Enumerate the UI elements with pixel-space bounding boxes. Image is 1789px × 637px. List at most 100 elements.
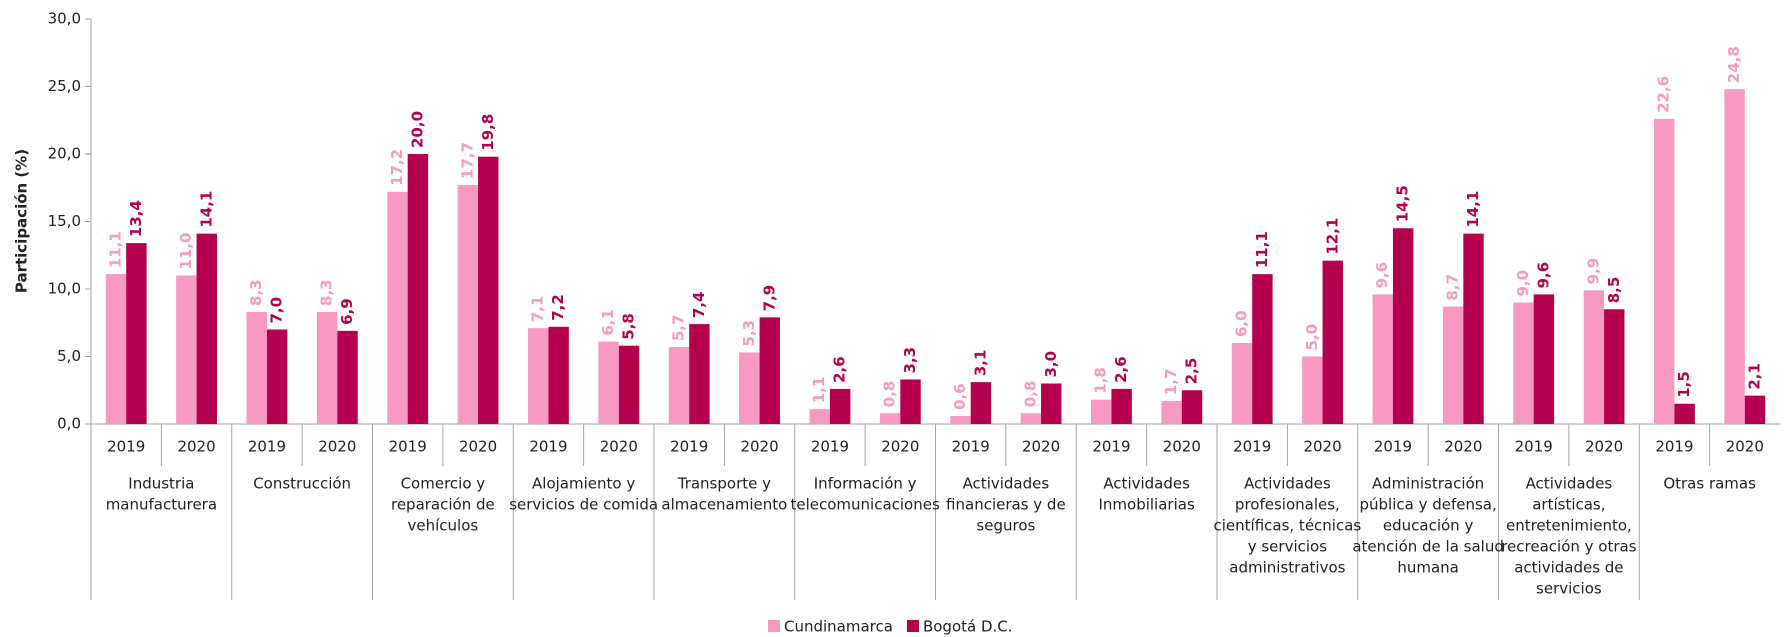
bar	[1654, 118, 1675, 425]
value-label: 7,0	[268, 297, 286, 324]
bar	[900, 379, 921, 424]
x-tick-label: 2019	[1374, 438, 1412, 456]
group-label: humana	[1397, 559, 1459, 577]
bar	[1020, 413, 1042, 424]
x-tick-label: 2019	[1233, 438, 1271, 456]
value-label: 5,3	[740, 320, 758, 347]
value-label: 19,8	[479, 114, 497, 151]
bar	[246, 311, 267, 424]
bar	[316, 311, 338, 424]
group-label: reparación de	[391, 496, 495, 514]
group-label: Alojamiento y	[532, 475, 635, 493]
group-label: atención de la salud	[1352, 538, 1504, 556]
x-tick-label: 2020	[1585, 438, 1623, 456]
x-tick-label: 2019	[1515, 438, 1553, 456]
x-tick-label: 2020	[1726, 438, 1764, 456]
value-label: 2,5	[1183, 358, 1201, 385]
group-label: actividades de	[1514, 559, 1623, 577]
bar	[1091, 399, 1112, 424]
x-tick-label: 2019	[1655, 438, 1693, 456]
bar	[478, 156, 499, 424]
group-label: servicios	[1536, 580, 1602, 598]
value-label: 14,1	[197, 191, 215, 228]
x-tick-label: 2019	[1092, 438, 1130, 456]
value-label: 9,6	[1534, 262, 1552, 289]
value-label: 13,4	[127, 200, 145, 237]
value-label: 6,1	[599, 309, 617, 336]
group-label: Información y	[814, 475, 917, 493]
bar	[1161, 401, 1182, 424]
group-label: educación y	[1383, 517, 1474, 535]
value-label: 5,0	[1303, 324, 1321, 351]
value-label: 11,1	[106, 231, 124, 268]
value-label: 14,5	[1394, 185, 1412, 222]
x-tick-label: 2019	[952, 438, 990, 456]
value-label: 12,1	[1323, 218, 1341, 255]
y-tick-label: 5,0	[57, 347, 81, 365]
group-label: artísticas,	[1532, 496, 1605, 514]
bar	[879, 413, 901, 424]
y-tick-label: 15,0	[48, 212, 81, 230]
bar	[1041, 383, 1062, 424]
group-label: vehículos	[408, 517, 479, 535]
x-tick-label: 2020	[600, 438, 638, 456]
value-label: 5,8	[620, 313, 638, 340]
bar	[266, 329, 288, 424]
value-label: 1,7	[1162, 368, 1180, 395]
value-label: 7,2	[549, 294, 567, 321]
bar	[950, 415, 971, 424]
value-label: 7,1	[529, 296, 547, 323]
value-label: 9,9	[1584, 258, 1602, 285]
group-label: recreación y otras	[1501, 538, 1637, 556]
group-label: Actividades	[1103, 475, 1190, 493]
group-label: Inmobiliarias	[1098, 496, 1194, 514]
y-tick-label: 20,0	[48, 145, 81, 163]
x-tick-label: 2019	[811, 438, 849, 456]
value-label: 11,0	[177, 232, 195, 269]
bar	[387, 191, 408, 424]
value-label: 20,0	[408, 111, 426, 148]
group-label: almacenamiento	[661, 496, 787, 514]
value-label: 1,5	[1675, 371, 1693, 398]
bar	[105, 274, 127, 424]
bar	[1322, 260, 1343, 424]
value-label: 24,8	[1725, 46, 1743, 83]
bar	[970, 382, 992, 424]
x-tick-label: 2019	[670, 438, 708, 456]
bar	[1392, 228, 1414, 424]
value-label: 17,7	[458, 142, 476, 179]
legend-label: Bogotá D.C.	[923, 618, 1013, 636]
value-label: 7,9	[760, 285, 778, 312]
value-label: 9,6	[1373, 262, 1391, 289]
bar	[1744, 395, 1766, 424]
value-label: 22,6	[1655, 76, 1673, 113]
x-tick-label: 2020	[1022, 438, 1060, 456]
x-tick-label: 2019	[107, 438, 145, 456]
value-label: 3,1	[971, 350, 989, 377]
value-label: 0,6	[951, 383, 969, 410]
bar	[1463, 233, 1484, 424]
value-label: 2,1	[1746, 363, 1764, 390]
bar	[1724, 89, 1745, 424]
bar	[548, 326, 569, 424]
y-tick-label: 0,0	[57, 415, 81, 433]
value-label: 0,8	[881, 381, 899, 408]
bar	[1111, 388, 1132, 424]
x-tick-label: 2020	[1303, 438, 1341, 456]
group-label: telecomunicaciones	[790, 496, 939, 514]
bar	[457, 185, 479, 424]
bar	[809, 409, 830, 424]
bar	[1442, 306, 1464, 424]
value-label: 9,0	[1514, 270, 1532, 297]
x-tick-label: 2020	[459, 438, 497, 456]
bar	[1583, 290, 1605, 424]
bar	[528, 328, 549, 424]
x-tick-label: 2020	[740, 438, 778, 456]
bar	[1604, 309, 1625, 424]
group-label: Actividades	[1526, 475, 1613, 493]
group-label: pública y defensa,	[1359, 496, 1496, 514]
group-label: administrativos	[1229, 559, 1345, 577]
value-label: 6,9	[338, 298, 356, 325]
bar	[1231, 343, 1253, 424]
group-label: Actividades	[1244, 475, 1331, 493]
